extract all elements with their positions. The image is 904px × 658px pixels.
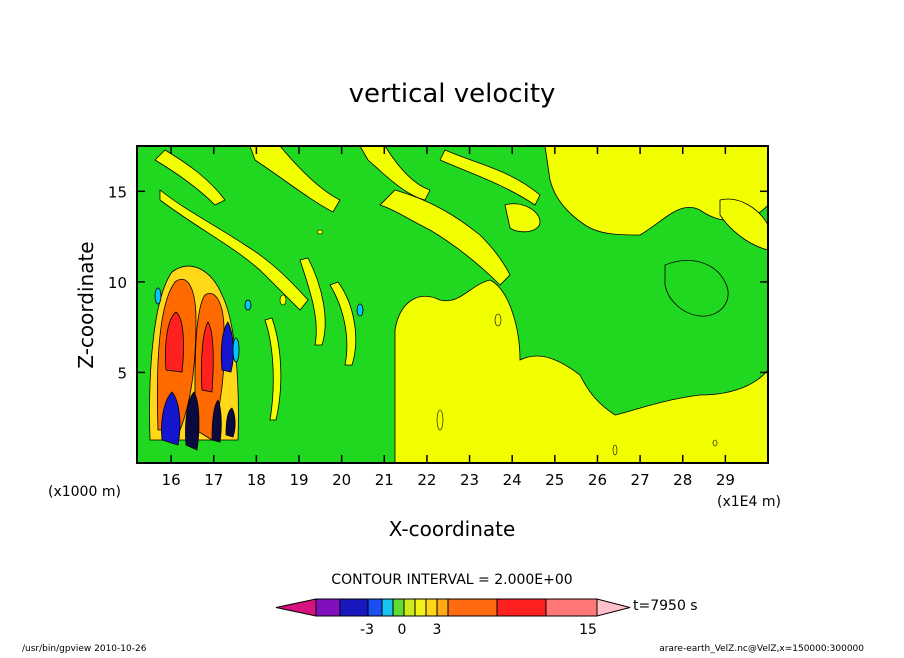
yellow-band-top-mid xyxy=(249,146,341,213)
yellow-band-center xyxy=(379,189,511,286)
cyan-spot-4 xyxy=(232,337,240,363)
colorbar-cell xyxy=(381,598,394,617)
plot-frame xyxy=(136,145,769,464)
speck-4 xyxy=(612,444,618,456)
x-tick-label: 21 xyxy=(375,471,394,489)
colorbar-cell xyxy=(403,598,416,617)
speck-2 xyxy=(316,229,324,235)
x-tick-label: 16 xyxy=(162,471,181,489)
speck-1 xyxy=(279,294,287,306)
yellow-patch-topright xyxy=(719,198,768,251)
core-dark-low-3 xyxy=(225,407,236,438)
x-tick-label: 17 xyxy=(204,471,223,489)
colorbar-cell xyxy=(545,598,598,617)
speck-3 xyxy=(494,313,502,327)
yellow-band-diagonal xyxy=(159,189,309,311)
contour-interval-text: CONTOUR INTERVAL = 2.000E+00 xyxy=(331,572,572,588)
colorbar-cell xyxy=(315,598,341,617)
x-tick-label: 26 xyxy=(588,471,607,489)
x-tick-label: 22 xyxy=(417,471,436,489)
colorbar-cell xyxy=(436,598,449,617)
colorbar: -3 0 3 15 xyxy=(275,598,631,638)
cyan-spot-1 xyxy=(154,287,162,305)
colorbar-cell xyxy=(496,598,547,617)
yellow-band-long xyxy=(439,149,541,206)
y-tick-label: 15 xyxy=(108,183,127,201)
colorbar-cell xyxy=(447,598,498,617)
yellow-streak-c xyxy=(264,317,282,421)
x-unit-note: (x1E4 m) xyxy=(717,494,781,510)
convective-core xyxy=(149,265,364,451)
x-tick-label: 18 xyxy=(247,471,266,489)
speck-6 xyxy=(436,409,444,431)
yellow-streak-b xyxy=(329,281,357,366)
yellow-patch-topmid xyxy=(504,203,541,233)
minor-contours xyxy=(279,229,718,456)
core-dark-low xyxy=(185,391,200,451)
positive-level-regions xyxy=(154,146,768,463)
cyan-spot-2 xyxy=(244,299,252,311)
yellow-patch-right xyxy=(664,260,729,317)
yellow-band-upper-left xyxy=(154,149,226,206)
core-blue-low-left xyxy=(161,391,181,446)
y-unit-note: (x1000 m) xyxy=(48,484,121,500)
colorbar-label: 0 xyxy=(398,622,407,638)
colorbar-cell xyxy=(425,598,438,617)
x-tick-label: 25 xyxy=(545,471,564,489)
x-axis-ticks: 16 17 18 19 20 21 22 23 24 25 26 27 28 29 xyxy=(162,146,735,489)
core-red-right xyxy=(200,321,214,393)
x-tick-label: 20 xyxy=(332,471,351,489)
y-axis-ticks: 5 10 15 xyxy=(108,183,768,382)
core-dark-low-2 xyxy=(211,399,222,443)
x-tick-label: 27 xyxy=(631,471,650,489)
y-axis-label: Z-coordinate xyxy=(74,241,98,368)
colorbar-cell xyxy=(367,598,383,617)
yellow-band-slant-mid xyxy=(359,146,431,201)
yellow-streak-a xyxy=(299,257,326,346)
y-tick-label: 10 xyxy=(108,274,127,292)
colorbar-high-arrow xyxy=(596,598,631,617)
x-tick-label: 23 xyxy=(460,471,479,489)
colorbar-cell xyxy=(392,598,405,617)
timestamp-label: t=7950 s xyxy=(633,598,698,614)
colorbar-cell xyxy=(414,598,427,617)
core-red-left xyxy=(165,311,184,373)
cyan-spot-3 xyxy=(356,303,364,317)
footer-left: /usr/bin/gpview 2010-10-26 xyxy=(22,644,147,654)
colorbar-cell xyxy=(339,598,369,617)
y-tick-label: 5 xyxy=(117,364,127,382)
x-axis-label: X-coordinate xyxy=(389,517,516,541)
chart-title: vertical velocity xyxy=(349,79,556,109)
colorbar-label: -3 xyxy=(360,622,374,638)
x-tick-label: 19 xyxy=(289,471,308,489)
x-tick-label: 24 xyxy=(503,471,522,489)
core-blue-mid-right xyxy=(220,321,234,373)
x-tick-label: 29 xyxy=(716,471,735,489)
colorbar-low-arrow xyxy=(275,598,317,617)
colorbar-label: 3 xyxy=(433,622,442,638)
footer-right: arare-earth_VelZ.nc@VelZ,x=150000:300000 xyxy=(659,644,864,654)
speck-5 xyxy=(712,439,718,447)
yellow-region-lower-right xyxy=(394,279,768,463)
colorbar-label: 15 xyxy=(579,622,597,638)
x-tick-label: 28 xyxy=(673,471,692,489)
plot-area xyxy=(137,146,768,463)
